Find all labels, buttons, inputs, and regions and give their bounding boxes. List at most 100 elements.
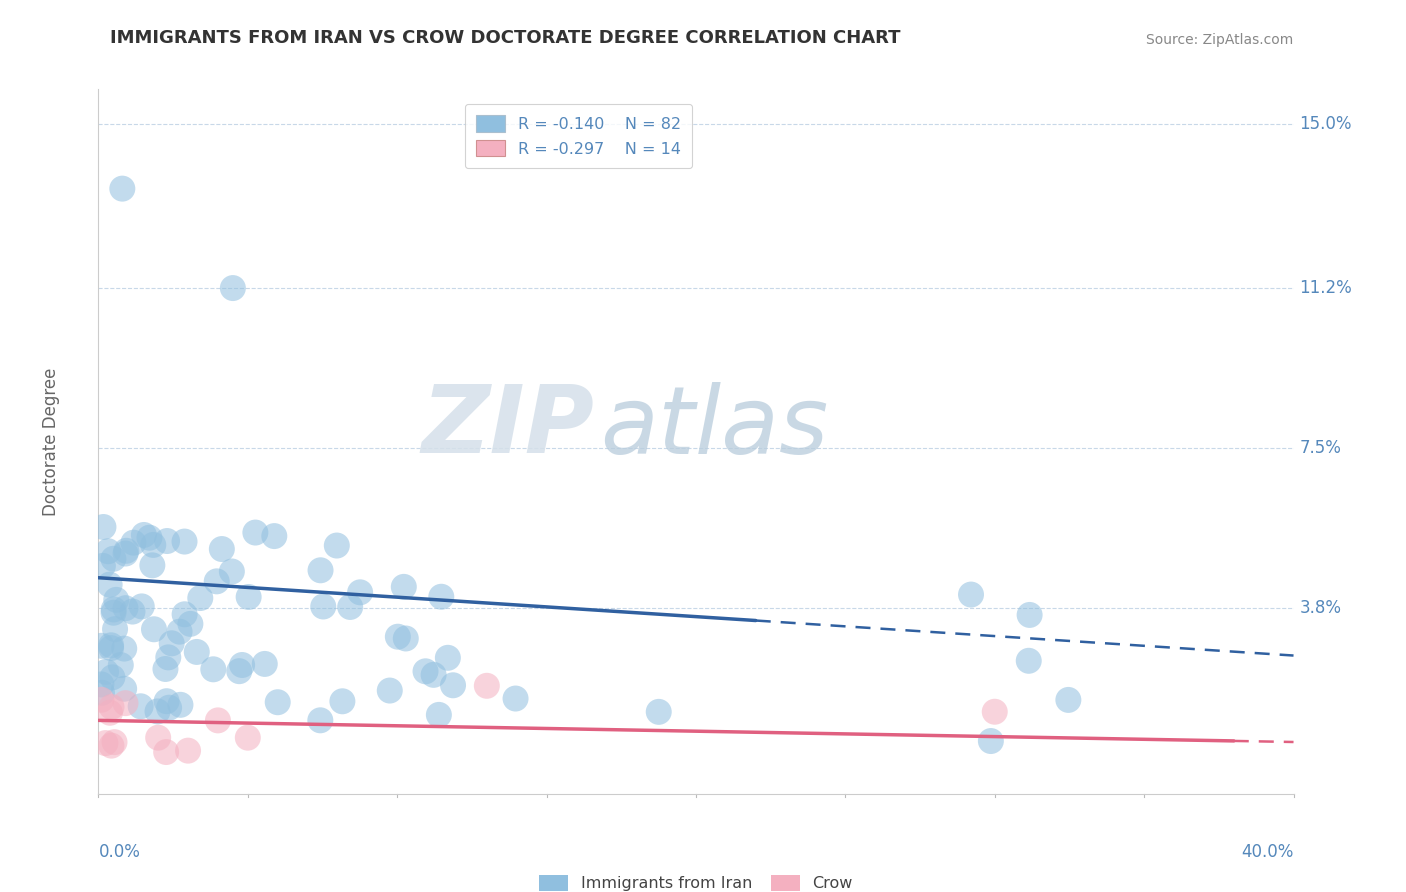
Text: 0.0%: 0.0% bbox=[98, 843, 141, 861]
Point bbox=[267, 695, 290, 709]
Point bbox=[980, 734, 1002, 748]
Text: 15.0%: 15.0% bbox=[1299, 115, 1353, 133]
Point bbox=[236, 731, 259, 745]
Point bbox=[173, 534, 195, 549]
Point bbox=[395, 632, 418, 646]
Point bbox=[110, 658, 132, 673]
Point bbox=[98, 706, 121, 720]
Point bbox=[326, 539, 349, 553]
Point bbox=[475, 679, 498, 693]
Point bbox=[1018, 654, 1040, 668]
Point bbox=[422, 668, 444, 682]
Point bbox=[202, 662, 225, 676]
Point bbox=[245, 525, 267, 540]
Point bbox=[339, 599, 361, 614]
Text: 40.0%: 40.0% bbox=[1241, 843, 1294, 861]
Point bbox=[155, 745, 177, 759]
Point bbox=[984, 705, 1007, 719]
Point bbox=[207, 714, 229, 728]
Point bbox=[309, 714, 332, 728]
Point bbox=[114, 696, 136, 710]
Text: atlas: atlas bbox=[600, 382, 828, 473]
Text: 7.5%: 7.5% bbox=[1299, 439, 1341, 457]
Point bbox=[105, 592, 128, 607]
Point bbox=[112, 681, 135, 696]
Point bbox=[112, 641, 135, 656]
Text: 3.8%: 3.8% bbox=[1299, 599, 1341, 617]
Point bbox=[114, 601, 136, 615]
Point bbox=[101, 670, 124, 684]
Point bbox=[205, 574, 228, 589]
Point bbox=[91, 686, 114, 700]
Point bbox=[91, 558, 114, 573]
Point bbox=[98, 577, 121, 591]
Point bbox=[309, 563, 332, 577]
Point bbox=[221, 565, 243, 579]
Point bbox=[155, 662, 177, 676]
Point bbox=[104, 622, 127, 636]
Point bbox=[100, 638, 122, 652]
Point bbox=[100, 700, 122, 714]
Point bbox=[231, 658, 253, 673]
Point bbox=[100, 641, 122, 656]
Point bbox=[157, 650, 180, 665]
Point bbox=[132, 528, 155, 542]
Point bbox=[312, 599, 335, 614]
Point bbox=[1057, 693, 1080, 707]
Point bbox=[1018, 607, 1040, 622]
Point bbox=[146, 705, 169, 719]
Point bbox=[115, 543, 138, 558]
Point bbox=[90, 639, 112, 653]
Point bbox=[156, 534, 179, 549]
Point bbox=[143, 622, 166, 636]
Point bbox=[392, 580, 415, 594]
Point bbox=[437, 650, 460, 665]
Point bbox=[122, 535, 145, 549]
Point bbox=[121, 605, 143, 619]
Point bbox=[415, 665, 437, 679]
Point bbox=[648, 705, 671, 719]
Point bbox=[138, 531, 160, 545]
Text: Doctorate Degree: Doctorate Degree bbox=[42, 368, 59, 516]
Point bbox=[90, 693, 112, 707]
Point bbox=[430, 590, 453, 604]
Point bbox=[188, 591, 211, 605]
Point bbox=[378, 683, 401, 698]
Point bbox=[349, 585, 371, 599]
Point bbox=[253, 657, 276, 671]
Point bbox=[157, 700, 180, 714]
Point bbox=[173, 607, 195, 622]
Point bbox=[131, 599, 153, 614]
Point bbox=[441, 678, 464, 692]
Point bbox=[263, 529, 285, 543]
Point bbox=[960, 588, 983, 602]
Point bbox=[238, 590, 260, 604]
Point bbox=[93, 520, 115, 534]
Point bbox=[103, 606, 125, 620]
Point bbox=[387, 630, 409, 644]
Point bbox=[177, 744, 200, 758]
Point bbox=[111, 181, 134, 195]
Point bbox=[427, 707, 450, 722]
Point bbox=[332, 694, 354, 708]
Point bbox=[94, 665, 117, 679]
Point bbox=[222, 281, 245, 295]
Point bbox=[148, 731, 170, 745]
Point bbox=[103, 735, 125, 749]
Point bbox=[505, 691, 527, 706]
Point bbox=[103, 551, 125, 566]
Point bbox=[186, 645, 208, 659]
Text: IMMIGRANTS FROM IRAN VS CROW DOCTORATE DEGREE CORRELATION CHART: IMMIGRANTS FROM IRAN VS CROW DOCTORATE D… bbox=[111, 29, 901, 47]
Text: Source: ZipAtlas.com: Source: ZipAtlas.com bbox=[1146, 33, 1294, 47]
Text: 11.2%: 11.2% bbox=[1299, 279, 1353, 297]
Point bbox=[141, 558, 163, 573]
Point bbox=[179, 616, 201, 631]
Point bbox=[169, 624, 191, 639]
Point bbox=[94, 736, 117, 750]
Point bbox=[156, 694, 179, 708]
Point bbox=[100, 739, 122, 753]
Point bbox=[142, 538, 165, 552]
Point bbox=[160, 636, 183, 650]
Legend: Immigrants from Iran, Crow: Immigrants from Iran, Crow bbox=[530, 865, 862, 892]
Text: ZIP: ZIP bbox=[422, 382, 595, 474]
